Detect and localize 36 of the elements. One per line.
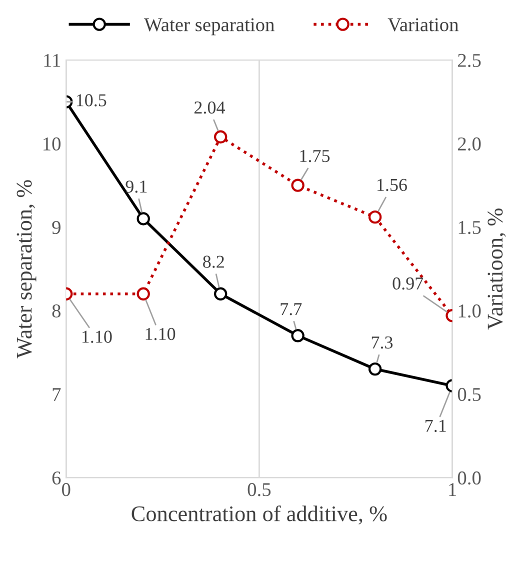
- data-label: 7.1: [426, 420, 446, 432]
- y-axis-title: Water separation, %: [16, 180, 36, 358]
- y2-tick-label: 0.5: [458, 388, 481, 402]
- data-label: 1.10: [82, 330, 112, 343]
- x-tick-label: 0.5: [248, 483, 271, 496]
- data-label: 7.7: [280, 303, 302, 316]
- point: [291, 178, 304, 192]
- y-tick-label: 8: [52, 304, 61, 318]
- data-label: 1.56: [378, 178, 407, 192]
- data-label: 1.10: [146, 328, 176, 340]
- x-tick-label: 1: [449, 483, 456, 496]
- data-label: 7.3: [372, 336, 393, 349]
- data-label: 0.97: [392, 277, 424, 290]
- point: [214, 287, 228, 300]
- data-label: 8.2: [203, 256, 224, 268]
- data-label: 10.5: [76, 94, 106, 106]
- y2-tick-label: 1.0: [458, 304, 481, 318]
- legend-label: Water separation: [144, 18, 274, 36]
- y-tick-label: 6: [52, 471, 61, 485]
- data-label: 9.1: [126, 180, 147, 193]
- point: [291, 329, 304, 342]
- x-tick-label: 0: [62, 483, 70, 496]
- legend-label: Variation: [388, 18, 459, 32]
- y2-axis-title: Variatioon, %: [488, 208, 506, 330]
- point: [214, 130, 228, 144]
- y2-tick-label: 2.5: [458, 54, 481, 68]
- y-tick-label: 7: [52, 388, 61, 401]
- y2-tick-label: 1.5: [458, 220, 481, 234]
- x-axis-title: Concentration of additive, %: [132, 505, 387, 525]
- data-label: 1.75: [300, 150, 330, 162]
- y2-tick-label: 2.0: [458, 137, 481, 151]
- data-label: 2.04: [194, 101, 225, 114]
- y-tick-label: 11: [44, 54, 60, 67]
- y2-tick-label: 0.0: [458, 471, 481, 485]
- y-tick-label: 9: [52, 220, 60, 234]
- y-tick-label: 10: [44, 137, 61, 151]
